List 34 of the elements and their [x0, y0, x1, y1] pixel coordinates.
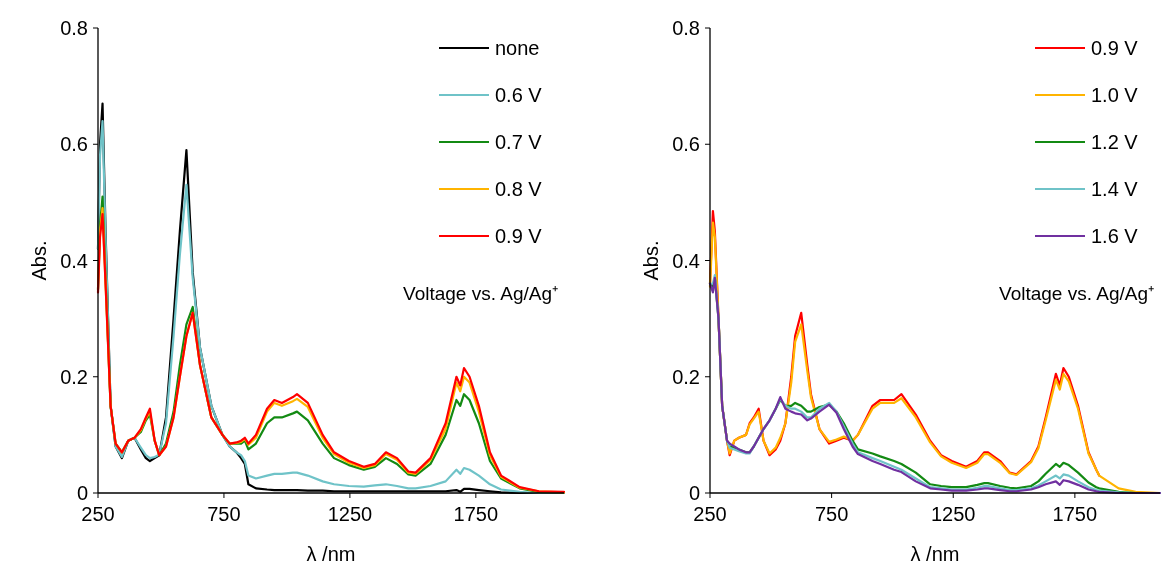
legend-label: 1.6 V: [1091, 225, 1139, 247]
x-tick-label: 750: [207, 503, 241, 525]
legend-label: 1.0 V: [1091, 84, 1139, 106]
legend-label: 1.4 V: [1091, 178, 1139, 200]
annotation: Voltage vs. Ag/Ag⁺: [403, 282, 558, 304]
y-tick-label: 0.2: [672, 365, 700, 388]
legend-label: 0.9 V: [495, 225, 543, 247]
annotation: Voltage vs. Ag/Ag⁺: [999, 282, 1154, 304]
legend-label: 0.6 V: [495, 84, 543, 106]
y-axis-title: Abs.: [28, 240, 50, 281]
x-tick-label: 750: [814, 503, 849, 525]
legend-label: 0.9 V: [1091, 37, 1139, 59]
y-tick-label: 0: [688, 482, 700, 504]
y-tick-label: 0.4: [60, 249, 88, 272]
x-tick-label: 1750: [453, 503, 499, 525]
legend-label: none: [495, 37, 540, 59]
legend-label: 0.7 V: [495, 131, 543, 153]
y-tick-label: 0.2: [60, 365, 88, 388]
y-tick-label: 0: [76, 482, 88, 504]
y-tick-label: 0.6: [60, 133, 88, 156]
x-axis-title: λ /nm: [910, 543, 960, 565]
x-tick-label: 250: [81, 503, 115, 525]
y-tick-label: 0.4: [672, 249, 700, 272]
x-tick-label: 1750: [1052, 503, 1098, 525]
x-tick-label: 250: [693, 503, 727, 525]
x-tick-label: 1250: [930, 503, 976, 525]
y-tick-label: 0.8: [60, 17, 88, 39]
y-tick-label: 0.6: [672, 133, 700, 156]
y-tick-label: 0.8: [672, 17, 700, 39]
legend-label: 0.8 V: [495, 178, 543, 200]
x-axis-title: λ /nm: [306, 543, 356, 565]
x-tick-label: 1250: [327, 503, 373, 525]
legend-label: 1.2 V: [1091, 131, 1139, 153]
y-axis-title: Abs.: [640, 240, 662, 281]
